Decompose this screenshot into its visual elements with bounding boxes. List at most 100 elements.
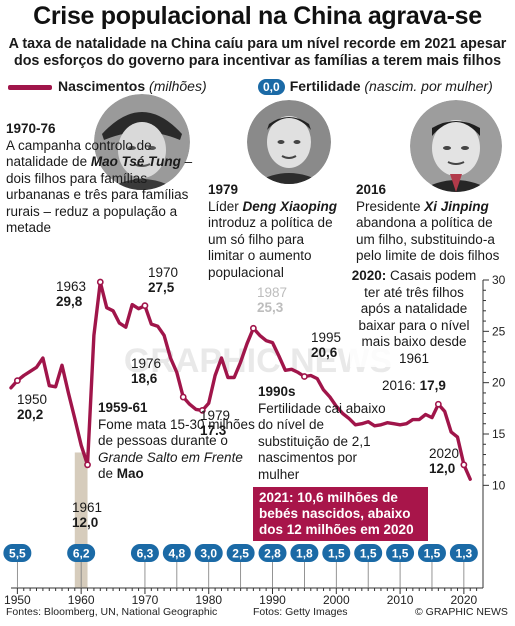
annotation-mao-short: Mao bbox=[116, 466, 144, 481]
footer-sources: Fontes: Bloomberg, UN, National Geograph… bbox=[6, 606, 218, 618]
fertility-value-1985: 2,5 bbox=[232, 547, 249, 561]
label-1950: 1950 20,2 bbox=[17, 392, 47, 422]
deng-portrait bbox=[247, 100, 331, 184]
label-2020: 2020 12,0 bbox=[429, 446, 459, 476]
annotation-1970-76-year: 1970-76 bbox=[6, 121, 56, 136]
xi-portrait bbox=[410, 100, 502, 192]
label-1976-year: 1976 bbox=[131, 356, 162, 371]
label-1987: 1987 25,3 bbox=[257, 285, 287, 315]
highlight-2021-box: 2021: 10,6 milhões de bebés nascidos, ab… bbox=[253, 487, 428, 541]
label-2016-year: 2016: bbox=[382, 378, 416, 393]
label-1970-value: 27,5 bbox=[148, 280, 175, 295]
fertility-value-1995: 1,8 bbox=[296, 547, 313, 561]
fertility-pill-1950 bbox=[3, 544, 32, 562]
fertility-pill-swatch: 0,0 bbox=[258, 79, 285, 95]
legend-fertility: 0,0 Fertilidade (nascim. por mulher) bbox=[258, 78, 493, 95]
footer-credit: © GRAPHIC NEWS bbox=[415, 606, 508, 618]
fertility-value-1960: 6,2 bbox=[73, 547, 90, 561]
annotation-2016: 2016 Presidente Xi Jinping abandona a po… bbox=[356, 182, 514, 265]
fertility-value-2010: 1,5 bbox=[392, 547, 409, 561]
fertility-pill-1970 bbox=[130, 544, 159, 562]
y-tick-label: 20 bbox=[492, 376, 506, 390]
label-1979: 1979 17.3 bbox=[200, 408, 230, 438]
label-2020-year: 2020 bbox=[429, 446, 460, 461]
label-1976: 1976 18,6 bbox=[131, 356, 161, 386]
births-point-2016 bbox=[434, 400, 442, 408]
label-1970: 1970 27,5 bbox=[148, 265, 178, 295]
fertility-pill-1980 bbox=[194, 544, 223, 562]
y-tick-label: 30 bbox=[492, 273, 506, 287]
fertility-pill-1960 bbox=[67, 544, 96, 562]
annotation-1970-76-text-a: A campanha controlo de natalidade de bbox=[6, 137, 152, 170]
annotation-1990s-year: 1990s bbox=[258, 384, 296, 399]
label-1979-year: 1979 bbox=[200, 408, 231, 423]
annotation-1959-61-text-a: Fome mata 15-30 milhões de pessoas duran… bbox=[98, 416, 255, 449]
births-point-1963 bbox=[96, 278, 104, 286]
annotation-1979: 1979 Líder Deng Xiaoping introduz a polí… bbox=[208, 182, 338, 281]
annotation-1970-76-text-b: – dois filhos para famílias urbananas e … bbox=[6, 154, 193, 235]
fertility-value-1990: 2,8 bbox=[264, 547, 281, 561]
annotation-2020: 2020: Casais podem ter até três filhos a… bbox=[350, 268, 478, 367]
annotation-2020-year: 2020: bbox=[351, 268, 387, 283]
annotation-2016-text-b: abandona a política de um filho, substit… bbox=[356, 215, 500, 263]
label-1979-value: 17.3 bbox=[200, 423, 227, 438]
births-point-1995 bbox=[301, 373, 308, 380]
label-1961-value: 12,0 bbox=[72, 515, 99, 530]
legend-births-label: Nascimentos bbox=[58, 78, 146, 94]
annotation-great-leap: Grande Salto em Frente bbox=[98, 449, 243, 465]
chart-subtitle: A taxa de natalidade na China caíu para … bbox=[8, 36, 507, 69]
x-tick-label: 1950 bbox=[4, 593, 31, 607]
annotation-1959-61: 1959-61 Fome mata 15-30 milhões de pesso… bbox=[98, 400, 258, 483]
births-point-1987 bbox=[249, 324, 257, 332]
annotation-1959-61-year: 1959-61 bbox=[98, 400, 148, 415]
label-1950-year: 1950 bbox=[17, 392, 48, 407]
label-1961: 1961 12,0 bbox=[72, 500, 102, 530]
legend-fertility-unit: (nascim. por mulher) bbox=[364, 78, 493, 94]
fertility-value-1975: 4,8 bbox=[168, 547, 185, 561]
annotation-1979-year: 1979 bbox=[208, 182, 239, 197]
label-1963-value: 29,8 bbox=[56, 294, 83, 309]
annotation-2020-text: Casais podem ter até três filhos após a … bbox=[358, 268, 477, 366]
x-tick-label: 1970 bbox=[132, 593, 159, 607]
fertility-value-2005: 1,5 bbox=[360, 547, 377, 561]
fertility-value-2015: 1,5 bbox=[424, 547, 441, 561]
label-1961-year: 1961 bbox=[72, 500, 103, 515]
label-1987-year: 1987 bbox=[257, 285, 288, 300]
label-2016-value: 17,9 bbox=[419, 378, 446, 393]
x-tick-label: 1980 bbox=[195, 593, 222, 607]
x-tick-label: 2020 bbox=[451, 593, 478, 607]
footer-photos: Fotos: Getty Images bbox=[253, 606, 348, 618]
legend-fertility-label: Fertilidade bbox=[289, 78, 361, 94]
fertility-pill-2005 bbox=[354, 544, 383, 562]
label-1995-year: 1995 bbox=[311, 330, 342, 345]
label-2020-value: 12,0 bbox=[429, 461, 456, 476]
y-tick-label: 15 bbox=[492, 427, 506, 441]
legend-births-unit: (milhões) bbox=[149, 78, 207, 94]
label-1963-year: 1963 bbox=[56, 279, 87, 294]
label-1987-value: 25,3 bbox=[257, 300, 284, 315]
fertility-value-1950: 5,5 bbox=[9, 547, 26, 561]
births-point-2020 bbox=[460, 461, 468, 469]
fertility-pill-1975 bbox=[162, 544, 191, 562]
fertility-value-1970: 6,3 bbox=[137, 547, 154, 561]
fertility-pill-1995 bbox=[290, 544, 319, 562]
births-point-1979 bbox=[198, 406, 206, 414]
fertility-pill-1985 bbox=[226, 544, 255, 562]
annotation-1970-76: 1970-76 A campanha controlo de natalidad… bbox=[6, 121, 196, 237]
label-1963: 1963 29,8 bbox=[56, 279, 86, 309]
births-point-1976 bbox=[179, 393, 187, 401]
label-1995-value: 20,6 bbox=[311, 345, 338, 360]
chart-title: Crise populacional na China agrava-se bbox=[33, 2, 482, 30]
annotation-xi-name: Xi Jinping bbox=[424, 198, 489, 214]
annotation-1990s-text: Fertilidade cai abaixo do nível de subst… bbox=[258, 400, 386, 482]
fertility-pill-2010 bbox=[386, 544, 415, 562]
label-1950-value: 20,2 bbox=[17, 407, 44, 422]
births-line-swatch bbox=[8, 84, 52, 90]
annotation-1959-61-text-b: de bbox=[98, 466, 117, 481]
births-point-1961 bbox=[84, 461, 91, 469]
births-point-1950 bbox=[13, 377, 21, 385]
births-point-1970 bbox=[141, 302, 149, 310]
annotation-1990s: 1990s Fertilidade cai abaixo do nível de… bbox=[258, 384, 396, 483]
fertility-pill-2000 bbox=[322, 544, 351, 562]
